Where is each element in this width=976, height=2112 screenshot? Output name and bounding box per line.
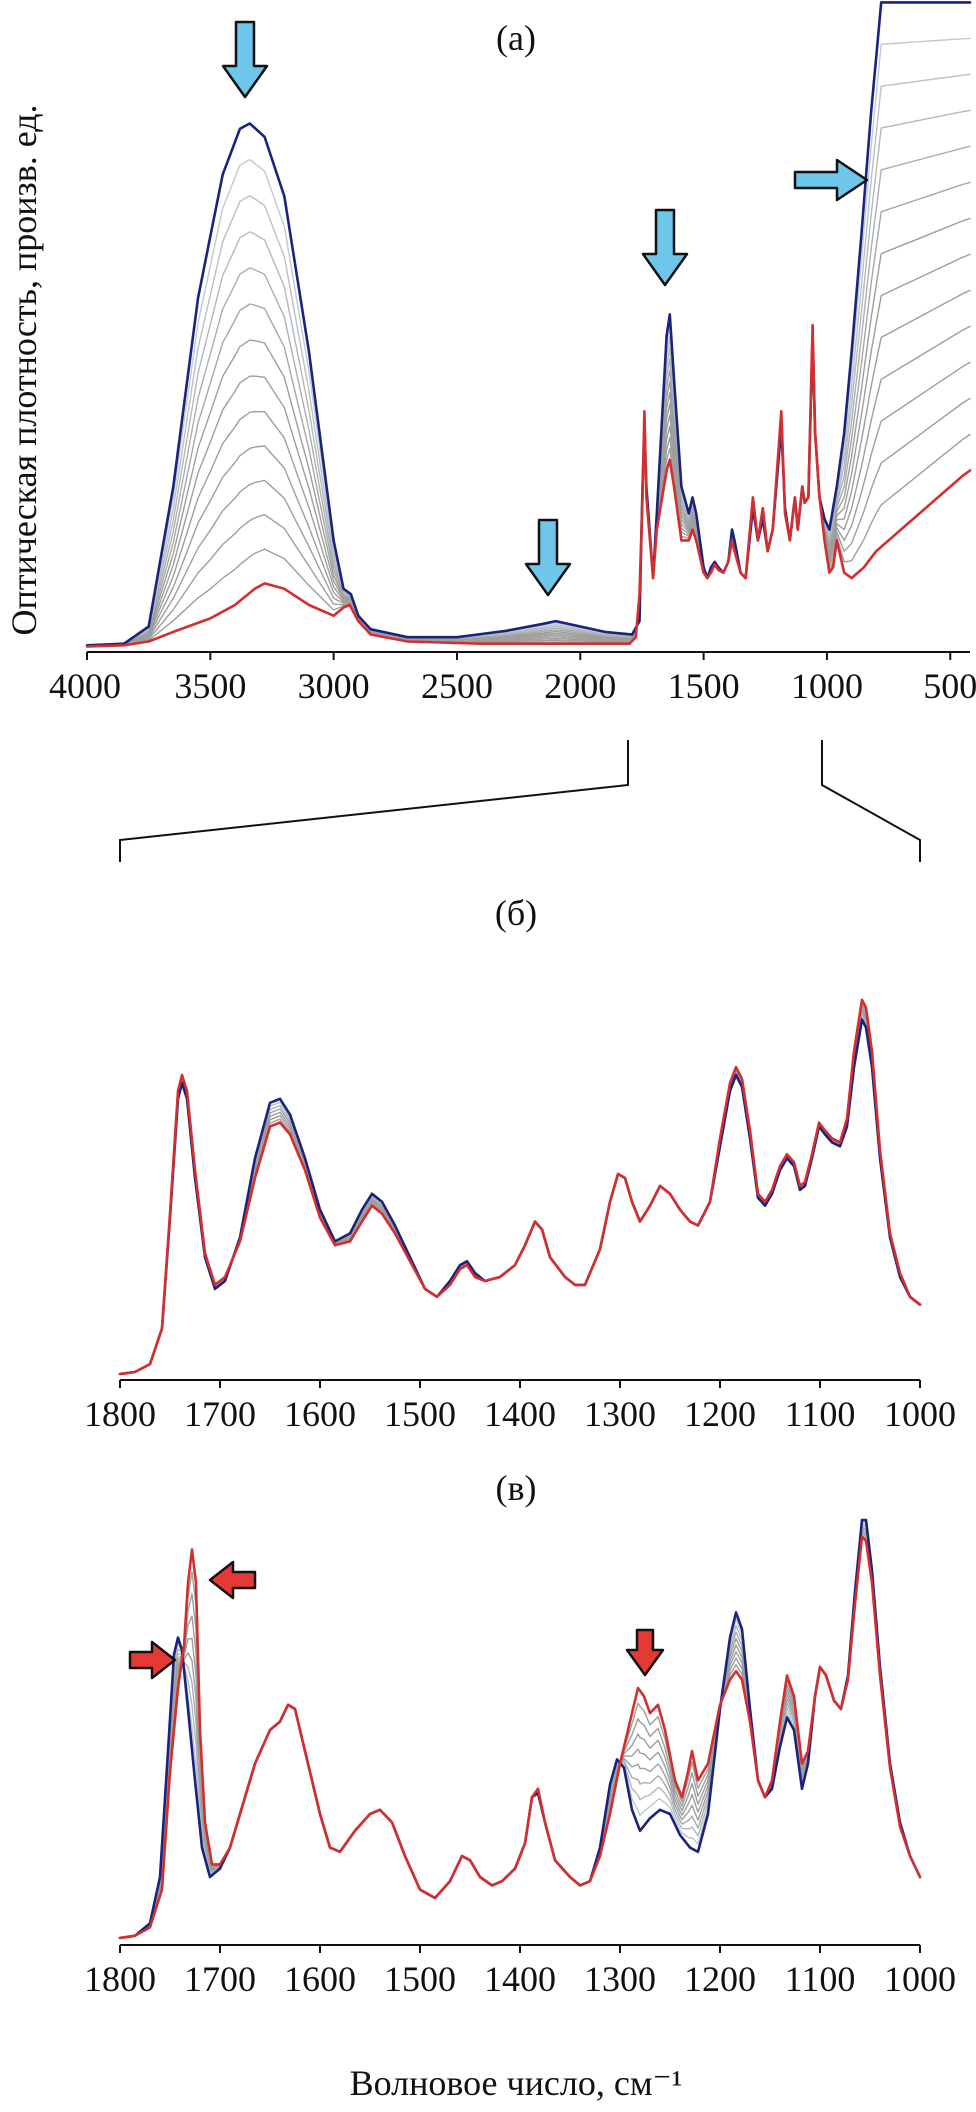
intermediate-spectrum-line: [119, 1528, 921, 1939]
initial-spectrum-line: [118, 1018, 922, 1376]
x-tick-label: 1500: [384, 1394, 456, 1434]
x-tick-label: 1500: [384, 1959, 456, 1999]
panel-a-curves: [85, 1, 972, 648]
x-tick-label: 1800: [84, 1394, 156, 1434]
panel-b-ticks: 1800 1700 1600 1500 1400 1300 1200 1100 1000: [84, 1380, 956, 1434]
x-tick-label: 1400: [484, 1394, 556, 1434]
arrow-down-icon: [641, 208, 689, 287]
x-tick-label: 1800: [84, 1959, 156, 1999]
x-tick-label: 1400: [484, 1959, 556, 1999]
intermediate-spectrum-line: [119, 1530, 921, 1939]
x-tick-label: 1200: [684, 1394, 756, 1434]
x-tick-label: 1700: [184, 1394, 256, 1434]
intermediate-spectrum-line: [86, 289, 971, 647]
intermediate-spectrum-line: [119, 1016, 921, 1375]
x-tick-label: 1600: [284, 1959, 356, 1999]
arrow-left-red-icon: [208, 1560, 257, 1600]
zoom-connector-left: [119, 740, 629, 862]
panel-b-curves: [118, 998, 922, 1376]
x-tick-label: 3500: [174, 666, 246, 706]
arrow-right-shape: [128, 1640, 177, 1680]
panel-v: (в) 1800 1700 1600 1500 1400 1300 1200 1100 1000…: [84, 1468, 956, 2103]
final-spectrum-line: [118, 1535, 922, 1940]
arrow-down-shape: [641, 208, 689, 287]
arrow-down-shape: [524, 518, 572, 597]
arrow-right-shape: [793, 158, 869, 202]
intermediate-spectrum-line: [119, 1532, 921, 1939]
x-tick-label: 1100: [785, 1959, 856, 1999]
x-tick-label: 1100: [785, 1394, 856, 1434]
arrow-right-red-icon: [128, 1640, 177, 1680]
panel-v-ticks: 1800 1700 1600 1500 1400 1300 1200 1100 1000: [84, 1945, 956, 1999]
final-spectrum-line: [118, 998, 922, 1376]
x-axis-title: Волновое число, см⁻¹: [350, 2063, 683, 2103]
arrow-down-shape: [221, 20, 269, 99]
x-tick-label: 1300: [584, 1959, 656, 1999]
arrow-down-icon: [221, 20, 269, 99]
panel-a-ticks: 4000 3500 3000 2500 2000 1500 1000 500: [49, 652, 976, 706]
panel-b: (б) 1800 1700 1600 1500 1400 1300 1200 1100 1000: [84, 893, 956, 1434]
intermediate-spectrum-line: [86, 181, 971, 647]
x-tick-label: 500: [923, 666, 976, 706]
x-tick-label: 1500: [668, 666, 740, 706]
zoom-connector-right: [821, 740, 921, 862]
panel-a-label: (a): [496, 18, 536, 58]
x-tick-label: 1000: [884, 1959, 956, 1999]
x-tick-label: 4000: [49, 666, 121, 706]
y-axis-title: Оптическая плотность, произв. ед.: [4, 104, 44, 635]
x-tick-label: 2000: [544, 666, 616, 706]
x-tick-label: 1300: [584, 1394, 656, 1434]
x-tick-label: 3000: [298, 666, 370, 706]
final-spectrum-line: [85, 323, 972, 648]
x-tick-label: 1000: [791, 666, 863, 706]
arrow-right-icon: [793, 158, 869, 202]
intermediate-spectrum-line: [86, 37, 971, 647]
arrow-down-shape: [625, 1628, 665, 1677]
initial-spectrum-line: [85, 1, 972, 647]
x-tick-label: 1000: [884, 1394, 956, 1434]
arrow-left-shape: [208, 1560, 257, 1600]
x-tick-label: 2500: [421, 666, 493, 706]
panel-b-label: (б): [495, 893, 537, 933]
x-tick-label: 1700: [184, 1959, 256, 1999]
x-tick-label: 1200: [684, 1959, 756, 1999]
x-tick-label: 1600: [284, 1394, 356, 1434]
intermediate-spectrum-line: [119, 1010, 921, 1375]
panel-v-label: (в): [496, 1468, 537, 1508]
arrow-down-icon: [524, 518, 572, 597]
panel-v-curves: [118, 1518, 922, 1940]
arrow-down-red-icon: [625, 1628, 665, 1677]
intermediate-spectrum-line: [119, 1013, 921, 1375]
panel-a: (a) 4000 3500 3000 2500 2000 1500 1000 500: [49, 1, 976, 862]
